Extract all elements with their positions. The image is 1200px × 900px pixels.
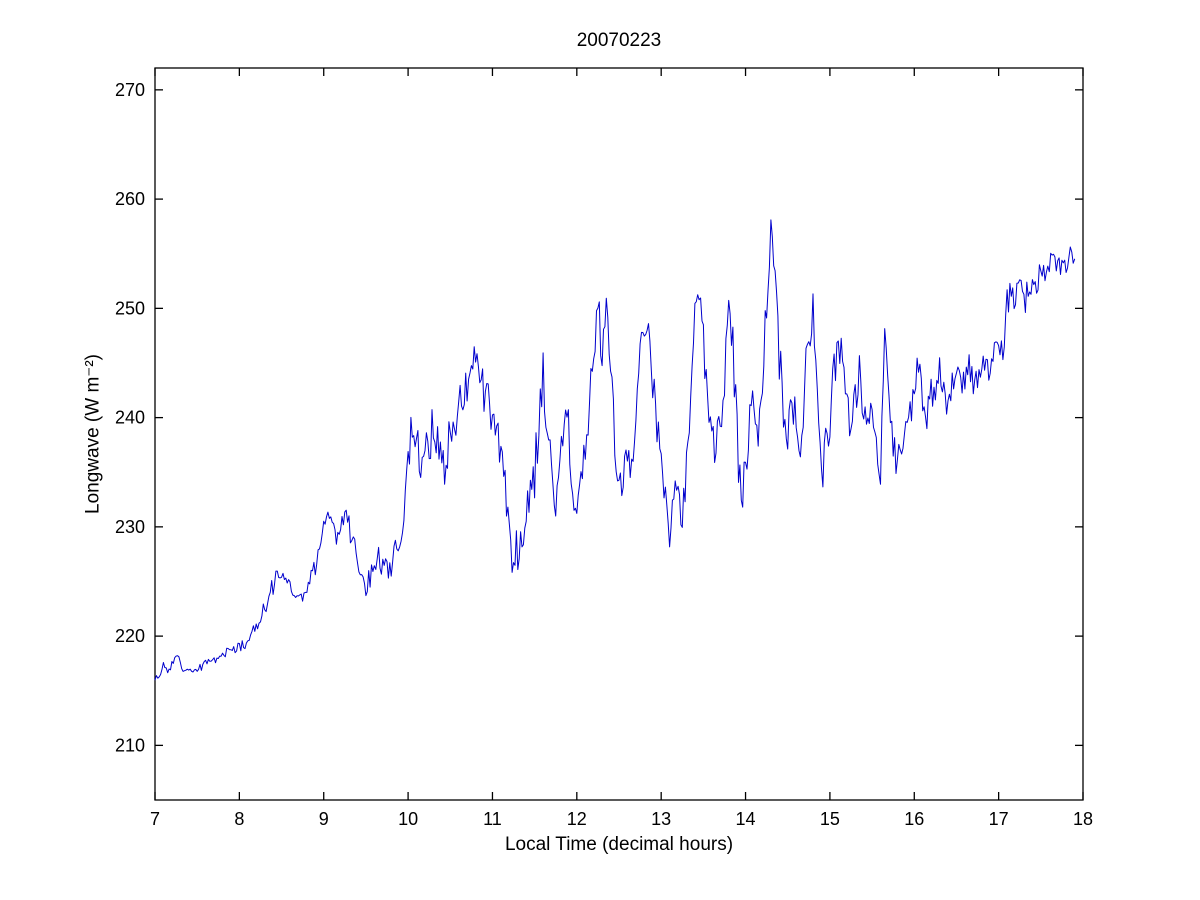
y-tick-label: 260	[115, 189, 145, 209]
y-tick-label: 210	[115, 735, 145, 755]
x-tick-label: 18	[1073, 809, 1093, 829]
x-tick-label: 16	[904, 809, 924, 829]
x-tick-label: 14	[736, 809, 756, 829]
axes-box	[154, 67, 1084, 801]
x-tick-labels: 7 8 9 10 11 12 13 14 15 16 17 18	[150, 809, 1093, 829]
x-tick-label: 12	[567, 809, 587, 829]
y-ticks	[155, 89, 1083, 747]
x-tick-label: 11	[483, 809, 502, 829]
y-tick-labels: 210 220 230 240 250 260 270	[115, 80, 145, 756]
chart-title: 20070223	[576, 30, 662, 51]
longwave-data-line	[154, 219, 1076, 681]
y-tick-label: 240	[115, 408, 145, 428]
y-tick-label: 250	[115, 298, 145, 318]
x-tick-label: 8	[234, 809, 244, 829]
x-axis-label: Local Time (decimal hours)	[504, 834, 734, 855]
y-tick-label: 230	[115, 517, 145, 537]
x-tick-label: 17	[989, 809, 1009, 829]
y-tick-label: 270	[115, 80, 145, 100]
y-tick-label: 220	[115, 626, 145, 646]
x-tick-label: 10	[398, 809, 418, 829]
y-axis-label: Longwave (W m⁻²)	[82, 354, 104, 514]
x-tick-label: 15	[820, 809, 840, 829]
x-tick-label: 7	[150, 809, 160, 829]
x-tick-label: 9	[319, 809, 329, 829]
x-ticks	[154, 68, 1084, 800]
x-tick-label: 13	[651, 809, 671, 829]
